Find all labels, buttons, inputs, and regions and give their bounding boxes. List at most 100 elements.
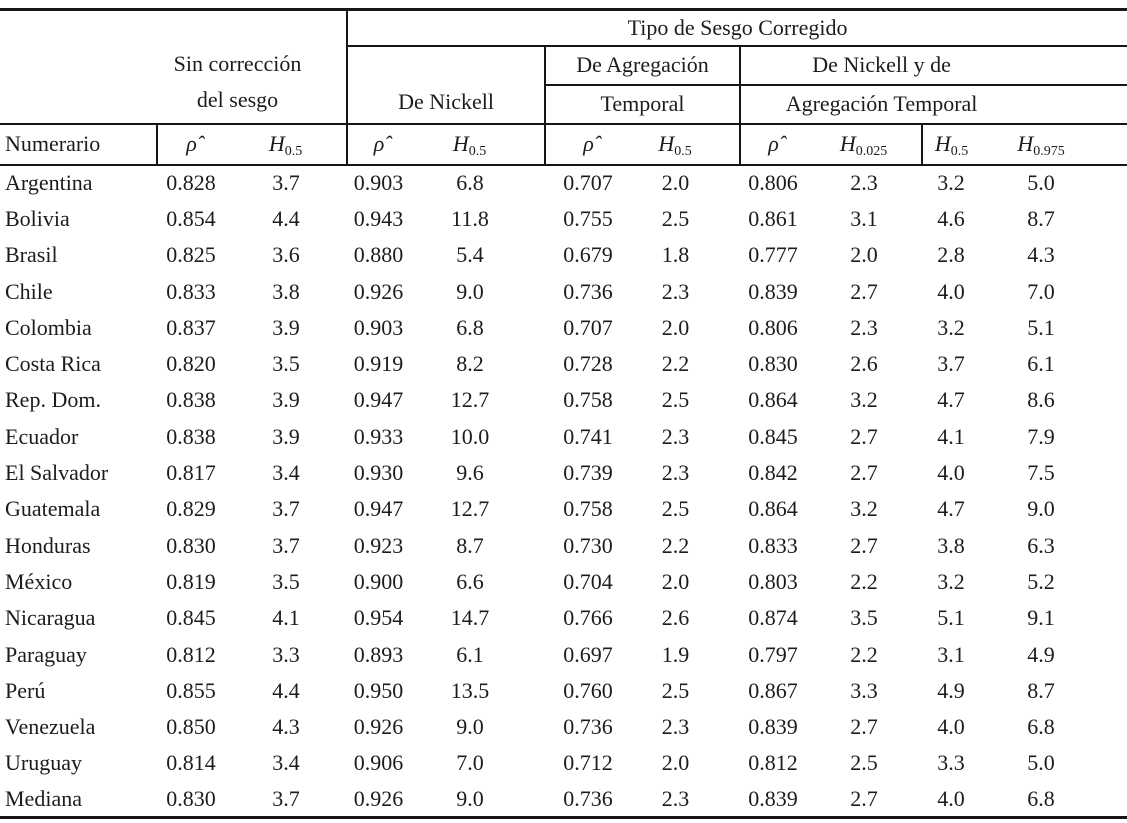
cell-value: 0.839	[748, 714, 798, 740]
cell-value: 0.736	[563, 714, 613, 740]
table-row: Venezuela 0.850 4.3 0.926 9.0 0.736 2.3 0.839 2.…	[0, 709, 1127, 745]
cell-value: 7.5	[1027, 460, 1055, 486]
row-label: Perú	[5, 677, 46, 703]
table-row: Colombia 0.837 3.9 0.903 6.8 0.707 2.0 0.806 2.3…	[0, 310, 1127, 346]
cell-value: 0.919	[353, 351, 404, 377]
cell-value: 0.839	[748, 278, 798, 304]
cell-value: 0.712	[563, 750, 613, 776]
cell-value: 4.0	[937, 278, 965, 304]
row-label: Paraguay	[5, 641, 87, 667]
cell-value: 3.4	[272, 750, 300, 776]
cell-value: 0.755	[563, 205, 613, 231]
cell-value: 2.0	[850, 242, 878, 268]
row-label: El Salvador	[5, 460, 109, 486]
cell-value: 0.707	[563, 170, 613, 196]
cell-value: 0.943	[353, 205, 404, 231]
cell-value: 0.819	[166, 568, 216, 594]
cell-value: 0.828	[166, 170, 216, 196]
cell-value: 0.864	[748, 496, 798, 522]
group-header-line: Sin corrección	[173, 50, 302, 76]
table-row: Bolivia 0.854 4.4 0.943 11.8 0.755 2.5 0.861 3.1…	[0, 201, 1127, 237]
row-label: Argentina	[5, 170, 93, 196]
cell-value: 2.3	[850, 170, 878, 196]
table-row: Argentina 0.828 3.7 0.903 6.8 0.707 2.0 0.806 2.…	[0, 165, 1127, 201]
cell-value: 3.5	[850, 605, 878, 631]
cell-value: 3.9	[272, 423, 300, 449]
cell-value: 3.2	[850, 496, 878, 522]
cell-value: 3.4	[272, 460, 300, 486]
row-label: Costa Rica	[5, 351, 101, 377]
cell-value: 0.845	[166, 605, 216, 631]
cell-value: 0.812	[748, 750, 798, 776]
table-row: El Salvador 0.817 3.4 0.930 9.6 0.739 2.3 0.842…	[0, 455, 1127, 491]
table-row: Rep. Dom. 0.838 3.9 0.947 12.7 0.758 2.5 0.864 3…	[0, 382, 1127, 418]
cell-value: 0.854	[166, 205, 216, 231]
cell-value: 12.7	[450, 387, 490, 413]
cell-value: 2.5	[850, 750, 878, 776]
cell-value: 0.730	[563, 532, 613, 558]
table-row: Costa Rica 0.820 3.5 0.919 8.2 0.728 2.2 0.830 2…	[0, 346, 1127, 382]
header-row-1: Tipo de Sesgo Corregido	[0, 8, 1127, 47]
cell-value: 3.7	[272, 170, 300, 196]
cell-value: 0.926	[347, 781, 411, 820]
spacer-cell	[0, 8, 348, 46]
cell-value: 9.0	[1027, 496, 1055, 522]
cell-value: 0.812	[166, 641, 216, 667]
cell-value: 2.3	[850, 314, 878, 340]
group-header-line: del sesgo	[196, 86, 279, 112]
cell-value: 0.817	[166, 460, 216, 486]
cell-value: 5.1	[937, 605, 965, 631]
cell-value: 2.3	[661, 714, 690, 740]
cell-value: 3.3	[272, 641, 300, 667]
row-label: Nicaragua	[5, 605, 96, 631]
row-label: Colombia	[5, 314, 92, 340]
column-header-rho-2: ρ̂	[346, 122, 411, 166]
cell-value: 2.2	[661, 351, 690, 377]
header-row-columns: Numerario ρ̂ H0.5 ρ̂ H0.5 ρ̂ H0.5 ρ̂ H0.…	[0, 122, 1127, 166]
cell-value: 3.8	[937, 532, 965, 558]
cell-value: 2.7	[850, 278, 878, 304]
cell-value: 0.867	[748, 677, 798, 703]
cell-value: 2.3	[661, 460, 690, 486]
row-label: México	[5, 568, 73, 594]
cell-value: 8.6	[1027, 387, 1055, 413]
cell-value: 4.3	[1027, 242, 1055, 268]
cell-value: 8.2	[456, 351, 484, 377]
cell-value: 7.0	[1027, 278, 1055, 304]
cell-value: 13.5	[450, 677, 490, 703]
header-row-2: Sin corrección del sesgo De Nickell De Ag…	[0, 45, 1127, 124]
cell-value: 3.3	[850, 677, 878, 703]
cell-value: 2.0	[661, 314, 690, 340]
cell-value: 0.803	[748, 568, 798, 594]
cell-value: 0.760	[563, 677, 613, 703]
cell-value: 0.864	[748, 387, 798, 413]
cell-value: 9.0	[456, 278, 484, 304]
cell-value: 3.2	[937, 314, 965, 340]
cell-value: 0.830	[748, 351, 798, 377]
cell-value: 0.777	[748, 242, 798, 268]
cell-value: 5.0	[1027, 170, 1055, 196]
cell-value: 0.825	[166, 242, 216, 268]
cell-value: 2.6	[850, 351, 878, 377]
cell-value: 2.7	[806, 781, 923, 820]
cell-value: 1.8	[661, 242, 690, 268]
cell-value: 3.9	[272, 314, 300, 340]
group-header-de-agregacion: De Agregación	[544, 45, 741, 87]
cell-value: 0.736	[563, 278, 613, 304]
cell-value: 4.0	[922, 781, 981, 820]
cell-value: 3.1	[937, 641, 965, 667]
cell-value: 2.3	[661, 278, 690, 304]
column-header-h0975: H0.975	[980, 122, 1127, 166]
cell-value: 0.880	[353, 242, 404, 268]
cell-value: 0.806	[748, 314, 798, 340]
cell-value: 2.0	[661, 170, 690, 196]
row-label: Bolivia	[5, 205, 70, 231]
row-label: Rep. Dom.	[5, 387, 101, 413]
table-row: México 0.819 3.5 0.900 6.6 0.704 2.0 0.803 2.2 3.…	[0, 564, 1127, 600]
cell-value: 2.7	[850, 532, 878, 558]
cell-value: 0.820	[166, 351, 216, 377]
spacer-cell	[0, 46, 157, 124]
cell-value: 6.6	[456, 568, 484, 594]
cell-value: 12.7	[450, 496, 490, 522]
